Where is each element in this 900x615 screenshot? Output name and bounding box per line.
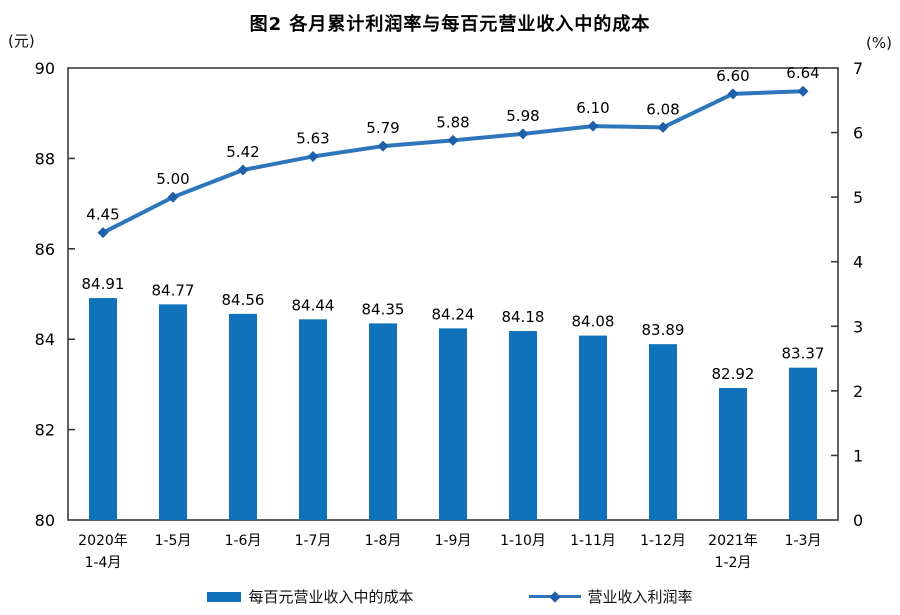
line-marker	[377, 140, 389, 152]
line-value-label: 5.98	[506, 107, 539, 125]
legend-label-profit-rate: 营业收入利润率	[587, 588, 693, 606]
right-axis-unit-label: (%)	[866, 34, 892, 52]
bar	[369, 323, 397, 520]
right-axis-tick-label: 4	[853, 253, 863, 272]
bar-value-label: 84.24	[432, 305, 475, 323]
bar-value-label: 84.18	[502, 308, 545, 326]
line-marker	[307, 150, 319, 162]
line-value-label: 6.10	[576, 99, 609, 117]
bar	[159, 304, 187, 520]
bar-value-label: 84.77	[152, 281, 195, 299]
x-axis-category-label: 1-5月	[155, 533, 192, 549]
line-value-label: 5.88	[436, 113, 469, 131]
bar-value-label: 84.56	[222, 291, 265, 309]
line-value-label: 5.79	[366, 119, 399, 137]
line-series-swatch	[528, 590, 581, 603]
line-marker	[587, 120, 599, 132]
bar	[229, 313, 257, 520]
line-value-label: 5.63	[296, 129, 329, 147]
x-axis-category-label: 1-12月	[640, 533, 686, 549]
x-axis-category-label: 1-10月	[500, 533, 546, 549]
right-axis-tick-label: 0	[853, 511, 863, 530]
bar-series-swatch	[207, 591, 242, 602]
right-axis-tick-label: 2	[853, 382, 863, 401]
bar-value-label: 83.37	[782, 345, 825, 363]
line-value-label: 6.64	[786, 64, 819, 82]
left-axis-tick-label: 88	[35, 149, 55, 168]
x-axis-category-label: 1-9月	[435, 533, 472, 549]
line-marker	[657, 121, 669, 133]
bar	[509, 331, 537, 520]
bar	[719, 388, 747, 520]
right-axis-tick-label: 3	[853, 317, 863, 336]
right-axis-tick-label: 1	[853, 446, 863, 465]
bar-value-label: 82.92	[712, 365, 755, 383]
right-axis-tick-label: 7	[853, 59, 863, 78]
x-axis-category-label: 1-6月	[225, 533, 262, 549]
line-marker	[447, 134, 459, 146]
right-axis-tick-label: 6	[853, 124, 863, 143]
left-axis-unit-label: (元)	[8, 32, 35, 50]
x-axis-category-label: 1-3月	[785, 533, 822, 549]
x-axis-category-label: 1-4月	[85, 555, 122, 571]
x-axis-category-label: 1-8月	[365, 533, 402, 549]
bar-value-label: 83.89	[642, 321, 685, 339]
right-axis-tick-label: 5	[853, 188, 863, 207]
x-axis-category-label: 2021年	[708, 533, 758, 549]
line-marker	[727, 88, 739, 100]
line-value-label: 5.00	[156, 170, 189, 188]
line-value-label: 6.08	[646, 100, 679, 118]
bar	[299, 319, 327, 520]
bar	[649, 344, 677, 520]
bar	[89, 298, 117, 520]
legend-label-cost: 每百元营业收入中的成本	[248, 588, 414, 606]
line-marker	[97, 227, 109, 239]
bar	[789, 367, 817, 520]
legend-item-profit-rate: 营业收入利润率	[528, 586, 693, 607]
bar	[579, 335, 607, 520]
diamond-marker-icon	[548, 590, 561, 603]
bar-value-label: 84.35	[362, 300, 405, 318]
bar-value-label: 84.44	[292, 296, 335, 314]
bar	[439, 328, 467, 520]
left-axis-tick-label: 80	[35, 511, 55, 530]
x-axis-category-label: 1-7月	[295, 533, 332, 549]
left-axis-tick-label: 90	[35, 59, 55, 78]
plot-area: 90 88 86 84 82 80 7 6 5 4 3 2 1 0 84.91 84.77 84.56 84.44…	[35, 59, 864, 571]
left-axis-tick-label: 82	[35, 421, 55, 440]
x-axis-category-label: 1-11月	[570, 533, 616, 549]
legend: 每百元营业收入中的成本 营业收入利润率	[0, 586, 900, 607]
line-marker	[517, 128, 529, 140]
line-value-label: 5.42	[226, 143, 259, 161]
left-axis-tick-label: 84	[35, 330, 55, 349]
line-value-label: 4.45	[86, 206, 119, 224]
x-axis-category-label: 1-2月	[715, 555, 752, 571]
chart-title: 图2 各月累计利润率与每百元营业收入中的成本	[249, 14, 651, 35]
left-axis-tick-label: 86	[35, 240, 55, 259]
line-marker	[167, 191, 179, 203]
bar-value-label: 84.91	[82, 275, 125, 293]
line-marker	[237, 164, 249, 176]
bar-value-label: 84.08	[572, 313, 615, 331]
x-axis-category-label: 2020年	[78, 533, 128, 549]
legend-item-cost: 每百元营业收入中的成本	[207, 586, 414, 607]
line-marker	[797, 85, 809, 97]
line-value-label: 6.60	[716, 67, 749, 85]
